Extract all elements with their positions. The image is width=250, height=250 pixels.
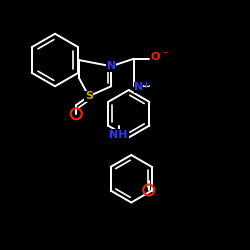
Text: NH: NH xyxy=(110,130,128,140)
Text: S: S xyxy=(85,91,93,101)
Text: +: + xyxy=(142,81,149,90)
Text: N: N xyxy=(134,82,143,92)
Text: N: N xyxy=(106,61,116,71)
Text: ⁻: ⁻ xyxy=(162,50,167,60)
Text: O: O xyxy=(151,52,160,62)
